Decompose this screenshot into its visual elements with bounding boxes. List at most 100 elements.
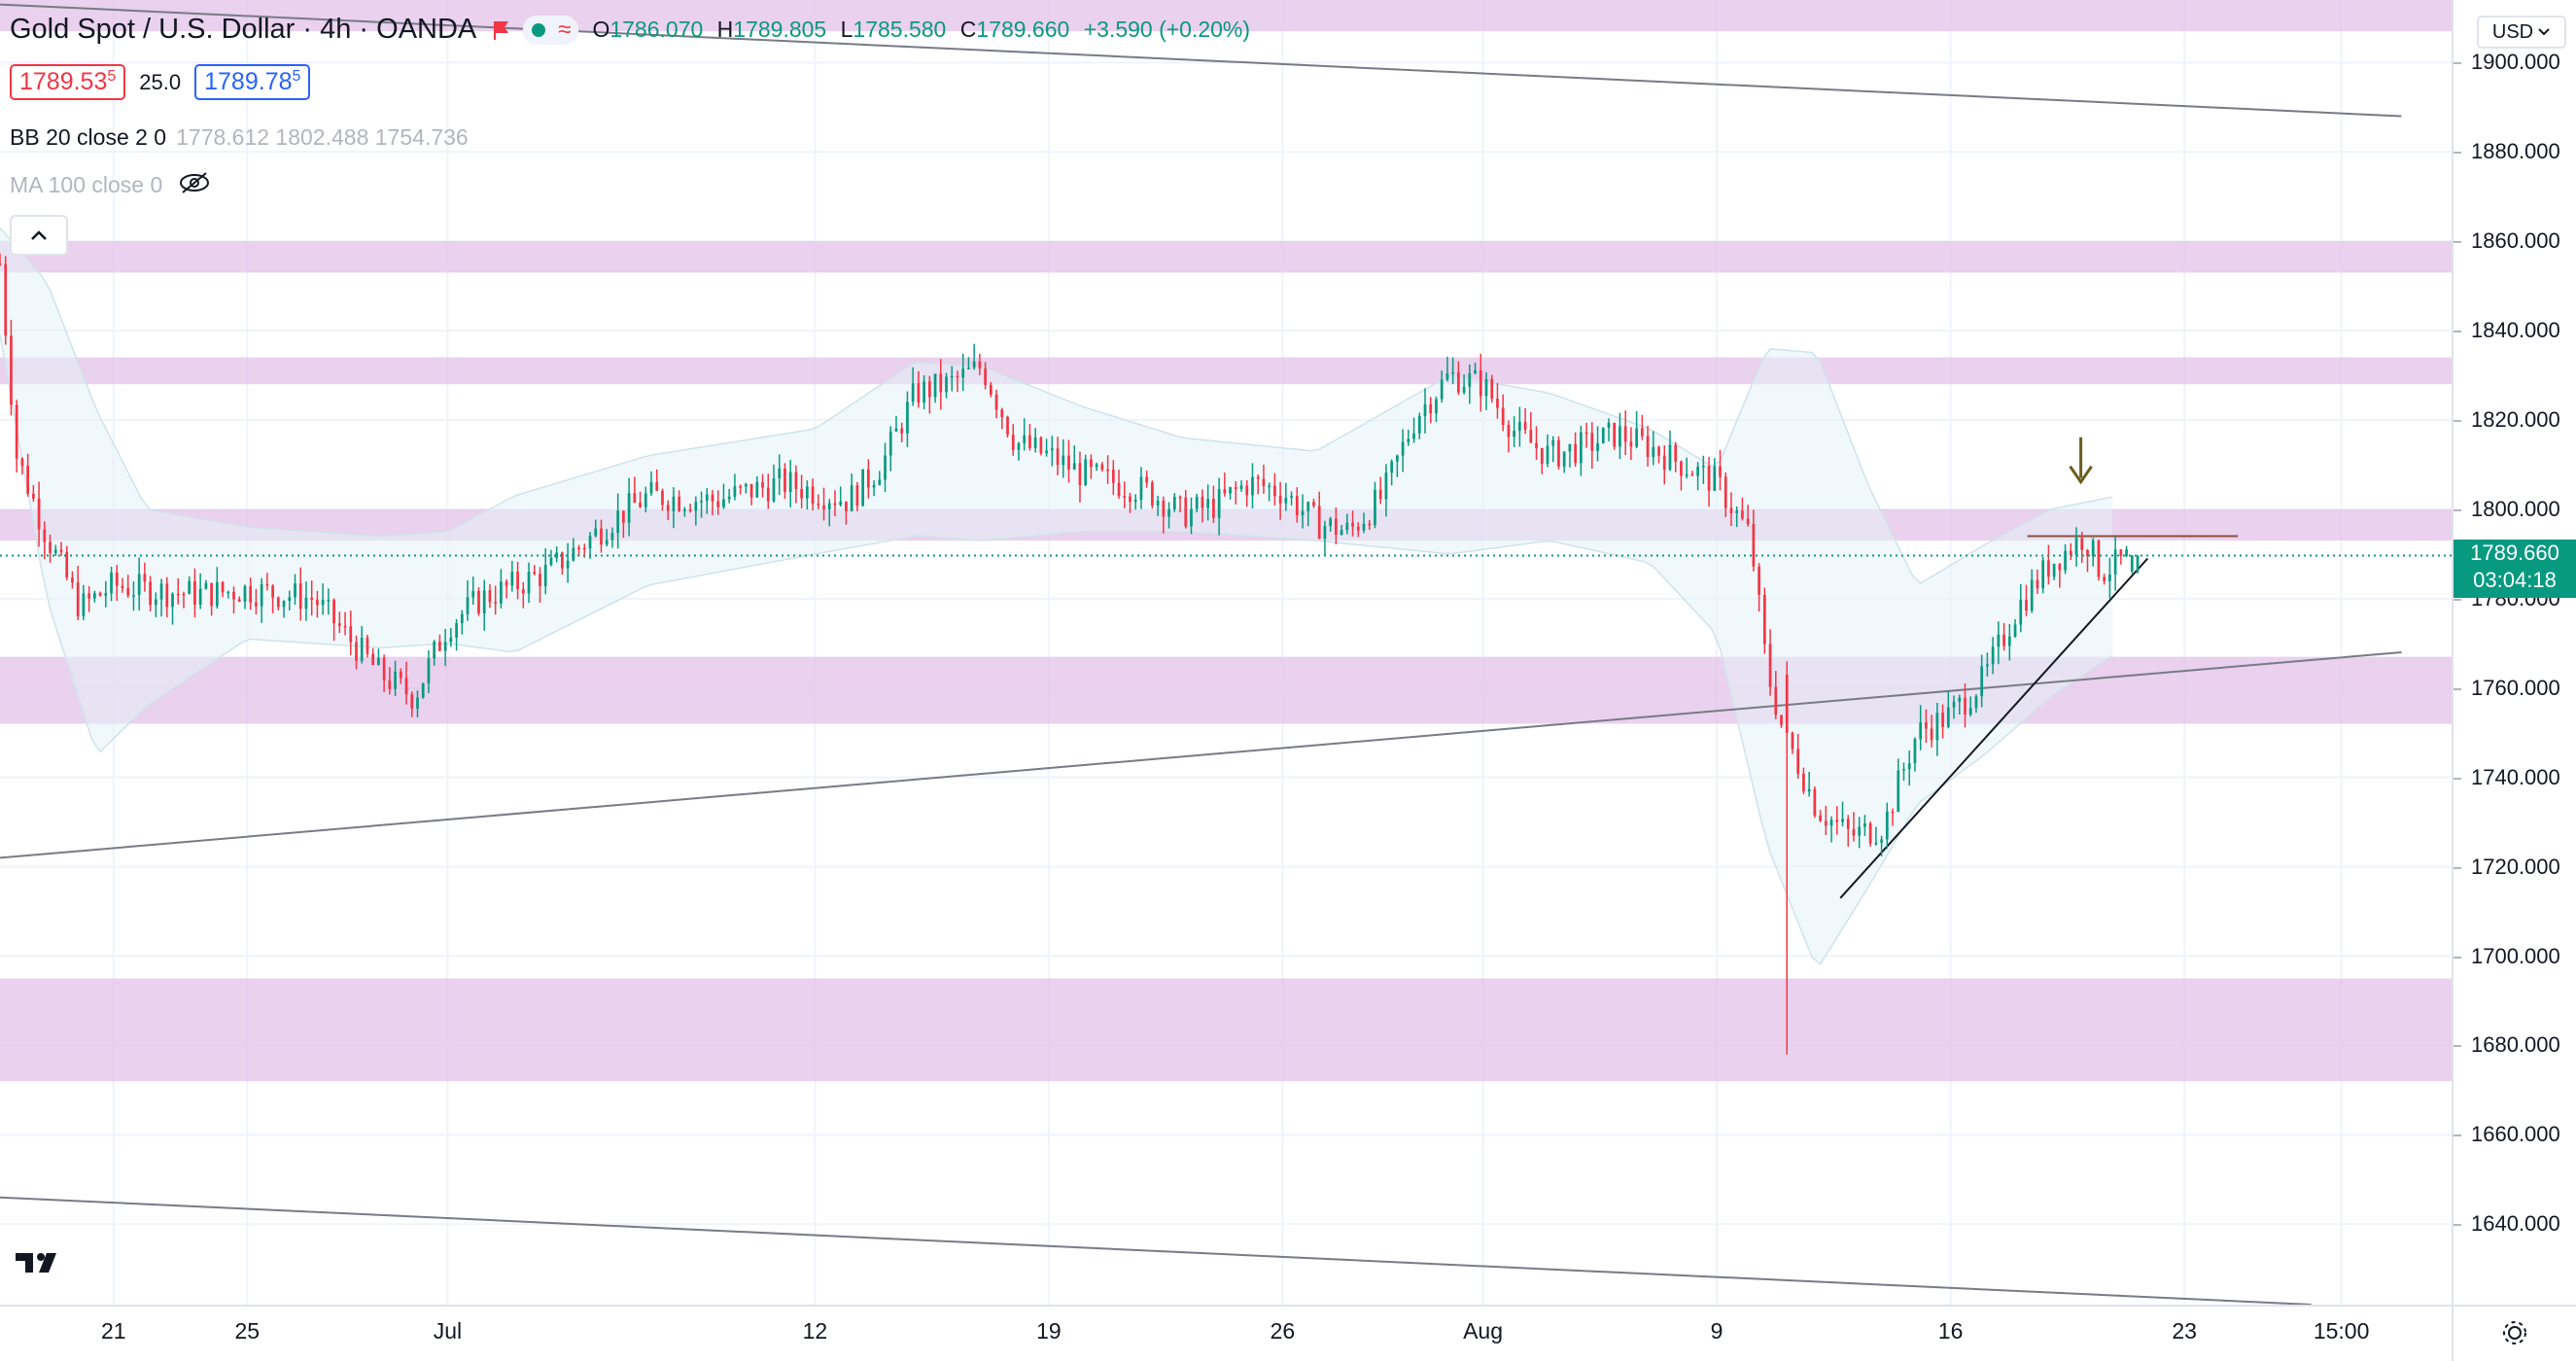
sr-zone: [0, 241, 2452, 273]
candle-body: [2108, 574, 2111, 581]
candle-body: [1033, 437, 1037, 448]
candle-body: [482, 590, 486, 614]
candle-body: [1401, 441, 1405, 456]
candle-body: [1785, 674, 1789, 733]
candle-body: [1574, 443, 1577, 464]
last-price-label: 1789.660 03:04:18: [2454, 540, 2576, 599]
candle-body: [694, 502, 698, 511]
candle-body: [20, 458, 24, 467]
candle-body: [1897, 770, 1900, 813]
candle-body: [510, 572, 514, 586]
candle-body: [232, 591, 235, 600]
candle-body: [1245, 485, 1249, 496]
sell-button[interactable]: 1789.535: [10, 64, 126, 100]
candle-body: [2119, 549, 2123, 556]
candle-body: [639, 503, 642, 507]
price-tick-mark: [2454, 152, 2461, 155]
sr-zone: [0, 0, 2452, 32]
collapse-legend-button[interactable]: [10, 215, 68, 256]
candle-body: [1123, 496, 1127, 498]
price-axis[interactable]: 1900.000 1880.000 1860.000 1840.000 1820.000…: [2452, 0, 2576, 1305]
candle-body: [1980, 666, 1984, 697]
candle-body: [805, 486, 809, 499]
candle-body: [1484, 378, 1488, 397]
candle-body: [1930, 728, 1933, 741]
bb-legend[interactable]: BB 20 close 2 0 1778.612 1802.488 1754.7…: [10, 124, 469, 151]
time-axis[interactable]: 21 25 Jul 12 19 26 Aug 9 16 23 15:00: [0, 1305, 2452, 1361]
candle-body: [2047, 560, 2050, 577]
candle-body: [165, 583, 169, 608]
candle-body: [1229, 487, 1232, 494]
candle-body: [2036, 579, 2039, 589]
candle-body: [1518, 422, 1521, 432]
candle-body: [827, 503, 831, 509]
candle-body: [1913, 739, 1917, 764]
candle-body: [399, 671, 402, 679]
candle-body: [1023, 435, 1027, 444]
candle-body: [1952, 701, 1956, 708]
candle-body: [49, 541, 52, 553]
candle-body: [855, 485, 859, 506]
candlesticks: [0, 253, 2140, 1055]
candle-body: [1306, 502, 1310, 511]
candle-body: [588, 536, 592, 549]
price-tick-mark: [2454, 420, 2461, 422]
candle-body: [1329, 518, 1333, 527]
candle-body: [1256, 476, 1260, 479]
symbol-title[interactable]: Gold Spot / U.S. Dollar · 4h · OANDA: [10, 14, 477, 45]
candle-body: [1680, 461, 1683, 476]
candle-body: [1946, 707, 1950, 727]
candle-body: [1390, 461, 1394, 473]
currency-button[interactable]: USD: [2477, 16, 2566, 49]
candle-body: [1958, 697, 1962, 702]
candle-body: [878, 479, 882, 485]
candle-body: [1935, 713, 1939, 741]
price-tick-label: 1740.000: [2471, 764, 2560, 789]
time-tick-label: Aug: [1463, 1318, 1504, 1344]
candle-body: [533, 572, 537, 575]
candle-body: [1590, 433, 1594, 451]
status-pill[interactable]: ≈: [523, 15, 579, 45]
candle-body: [2069, 550, 2072, 555]
candle-body: [188, 580, 191, 595]
candle-body: [388, 680, 392, 689]
buy-button[interactable]: 1789.785: [194, 64, 311, 100]
candle-body: [10, 335, 13, 405]
candle-body: [1529, 430, 1533, 443]
candle-body: [182, 593, 186, 596]
candle-body: [1852, 828, 1856, 836]
candle-body: [2080, 538, 2084, 550]
candle-body: [1234, 487, 1237, 489]
gear-icon[interactable]: [2498, 1316, 2531, 1349]
candle-body: [1907, 763, 1911, 770]
candle-body: [516, 572, 519, 589]
candle-body: [282, 601, 286, 608]
candle-body: [1190, 508, 1193, 527]
price-chart[interactable]: [0, 0, 2452, 1305]
candle-body: [1457, 371, 1460, 393]
trade-panel: 1789.535 25.0 1789.785: [10, 64, 311, 100]
candle-body: [1819, 815, 1822, 821]
eye-off-icon[interactable]: [178, 171, 211, 199]
candle-body: [37, 498, 41, 530]
candle-body: [1846, 819, 1850, 829]
candle-body: [2019, 599, 2023, 625]
chart-area[interactable]: Gold Spot / U.S. Dollar · 4h · OANDA ≈ O…: [0, 0, 2452, 1305]
candle-body: [1295, 496, 1299, 516]
candle-body: [210, 582, 213, 607]
candle-body: [321, 600, 325, 606]
candle-body: [159, 583, 163, 600]
ma-label: MA 100 close 0: [10, 172, 163, 197]
candle-body: [1340, 530, 1343, 535]
candle-body: [1212, 499, 1215, 518]
candle-body: [1351, 522, 1354, 527]
ma-legend[interactable]: MA 100 close 0: [10, 171, 211, 199]
flag-icon[interactable]: [492, 19, 511, 41]
time-tick-label: 25: [234, 1318, 261, 1344]
candle-body: [4, 263, 8, 336]
candle-body: [1501, 407, 1505, 426]
chevron-up-icon: [31, 230, 47, 240]
tradingview-logo[interactable]: [0, 1230, 80, 1296]
candle-body: [1133, 500, 1137, 503]
candle-body: [1629, 441, 1633, 447]
